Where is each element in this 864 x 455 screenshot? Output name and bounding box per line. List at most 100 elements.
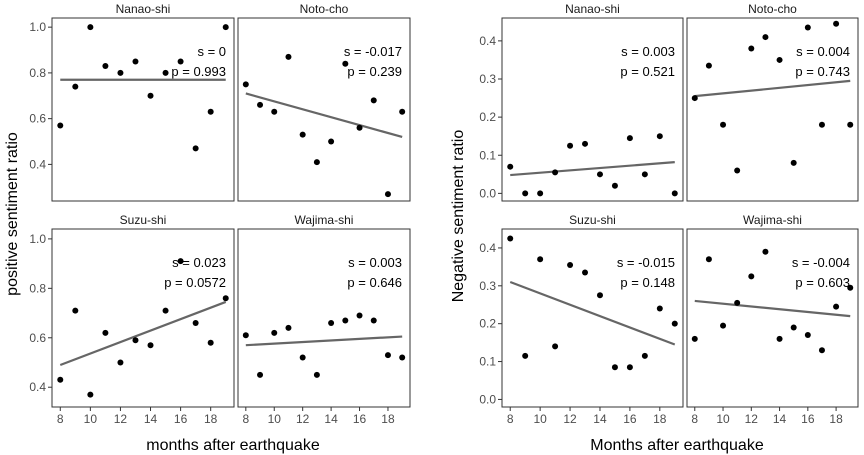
x-tick-label: 14 (324, 412, 338, 426)
data-point (117, 359, 124, 366)
data-point (192, 319, 199, 326)
x-tick-label: 8 (691, 412, 698, 426)
data-point (790, 159, 797, 166)
data-point (671, 320, 678, 327)
x-tick-label: 18 (653, 412, 667, 426)
panel-frame (501, 228, 684, 408)
x-tick-label: 12 (296, 412, 310, 426)
regression-line (245, 335, 403, 347)
data-point (762, 248, 769, 255)
regression-line (245, 92, 403, 139)
regression-line (59, 300, 227, 367)
data-point (147, 342, 154, 349)
p-value-annotation: p = 0.603 (795, 275, 850, 290)
panel-title: Noto-cho (300, 2, 349, 16)
y-tick-label: 0.8 (29, 281, 46, 295)
x-tick-label: 16 (623, 412, 637, 426)
y-tick-label: 0.1 (479, 148, 496, 162)
data-point (299, 131, 306, 138)
data-point (691, 335, 698, 342)
y-tick-label: 1.0 (29, 20, 46, 34)
x-tick-label: 18 (829, 412, 843, 426)
x-tick-label: 8 (507, 412, 514, 426)
y-tick-label: 0.1 (479, 355, 496, 369)
panel-wajima-shi-negative: Wajima-shi 8 10 12 14 16 18 s = -0.004 p = 0.603 (686, 213, 859, 426)
data-point (132, 58, 139, 65)
data-point (720, 121, 727, 128)
data-point (596, 292, 603, 299)
slope-annotation: s = 0.003 (621, 44, 675, 59)
panel-frame (51, 17, 235, 202)
y-tick-label: 0.4 (479, 34, 496, 48)
y-tick-label: 0.0 (479, 186, 496, 200)
y-tick-label: 0.3 (479, 72, 496, 86)
regression-line (694, 299, 851, 318)
p-value-annotation: p = 0.148 (620, 275, 675, 290)
x-tick-label: 14 (144, 412, 158, 426)
x-tick-label: 18 (204, 412, 218, 426)
x-tick-label: 14 (593, 412, 607, 426)
data-point (611, 182, 618, 189)
data-point (242, 81, 249, 88)
panel-frame (501, 17, 684, 202)
p-value-annotation: p = 0.239 (347, 64, 402, 79)
data-point (328, 319, 335, 326)
y-tick-label: 0.6 (29, 112, 46, 126)
data-point (833, 20, 840, 27)
data-point (847, 121, 854, 128)
panel-suzu-shi-positive: Suzu-shi 0.4 0.6 0.8 1.0 8 10 12 14 16 18 s = 0.023… (29, 213, 235, 426)
data-point (162, 307, 169, 314)
p-value-annotation: p = 0.521 (620, 64, 675, 79)
data-point (833, 303, 840, 310)
x-tick-label: 14 (773, 412, 787, 426)
x-tick-label: 12 (563, 412, 577, 426)
panel-title: Wajima-shi (295, 213, 354, 227)
data-point (132, 337, 139, 344)
left-x-axis-title: months after earthquake (146, 437, 320, 454)
p-value-annotation: p = 0.743 (795, 64, 850, 79)
panel-frame (686, 228, 859, 408)
data-point (399, 354, 406, 361)
y-tick-label: 0.4 (479, 241, 496, 255)
x-tick-label: 16 (801, 412, 815, 426)
panel-title: Wajima-shi (743, 213, 802, 227)
data-point (177, 58, 184, 65)
data-point (748, 45, 755, 52)
panel-title: Nanao-shi (565, 2, 620, 16)
data-point (87, 24, 94, 31)
y-tick-label: 0.2 (479, 110, 496, 124)
data-point (804, 332, 811, 339)
data-point (399, 108, 406, 115)
data-point (342, 60, 349, 67)
data-point (537, 256, 544, 263)
x-tick-label: 10 (268, 412, 282, 426)
panel-wajima-shi-positive: Wajima-shi 8 10 12 14 16 18 s = 0.003 p = 0.646 (237, 213, 411, 426)
slope-annotation: s = 0.003 (348, 255, 402, 270)
data-point (567, 142, 574, 149)
data-point (313, 159, 320, 166)
data-point (804, 24, 811, 31)
x-tick-label: 18 (381, 412, 395, 426)
y-tick-label: 0.4 (29, 157, 46, 171)
p-value-annotation: p = 0.0572 (164, 275, 226, 290)
y-tick-label: 1.0 (29, 232, 46, 246)
data-point (370, 97, 377, 104)
data-point (242, 332, 249, 339)
data-point (57, 376, 64, 383)
data-point (271, 329, 278, 336)
panel-frame (51, 228, 235, 408)
data-point (656, 133, 663, 140)
data-point (762, 34, 769, 41)
data-point (626, 135, 633, 142)
data-point (328, 138, 335, 145)
data-point (671, 190, 678, 197)
regression-line (694, 79, 851, 98)
data-point (356, 312, 363, 319)
data-point (705, 256, 712, 263)
data-point (626, 364, 633, 371)
panel-nanao-shi-negative: Nanao-shi 0.0 0.1 0.2 0.3 0.4 s = 0.003 p = 0.5… (479, 2, 684, 202)
data-point (285, 53, 292, 60)
data-point (162, 69, 169, 76)
data-point (611, 364, 618, 371)
